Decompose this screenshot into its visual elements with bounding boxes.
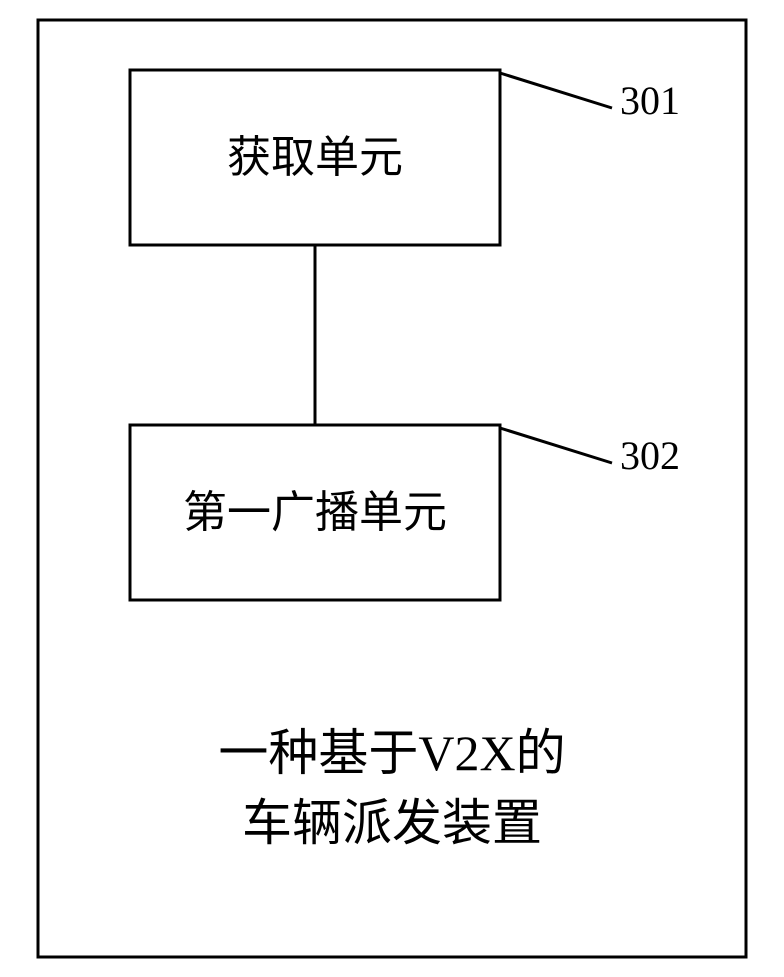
node-label: 第一广播单元 <box>183 488 447 537</box>
node-acquisition-unit: 获取单元 301 <box>130 70 680 245</box>
reference-number: 301 <box>620 78 680 123</box>
leader-line <box>500 73 612 108</box>
node-label: 获取单元 <box>227 133 403 182</box>
leader-line <box>500 428 612 463</box>
node-first-broadcast-unit: 第一广播单元 302 <box>130 425 680 600</box>
caption-line-1: 一种基于V2X的 <box>218 725 565 781</box>
reference-number: 302 <box>620 433 680 478</box>
caption-line-2: 车辆派发装置 <box>242 795 542 851</box>
diagram-canvas: 获取单元 301 第一广播单元 302 一种基于V2X的 车辆派发装置 <box>0 0 784 977</box>
